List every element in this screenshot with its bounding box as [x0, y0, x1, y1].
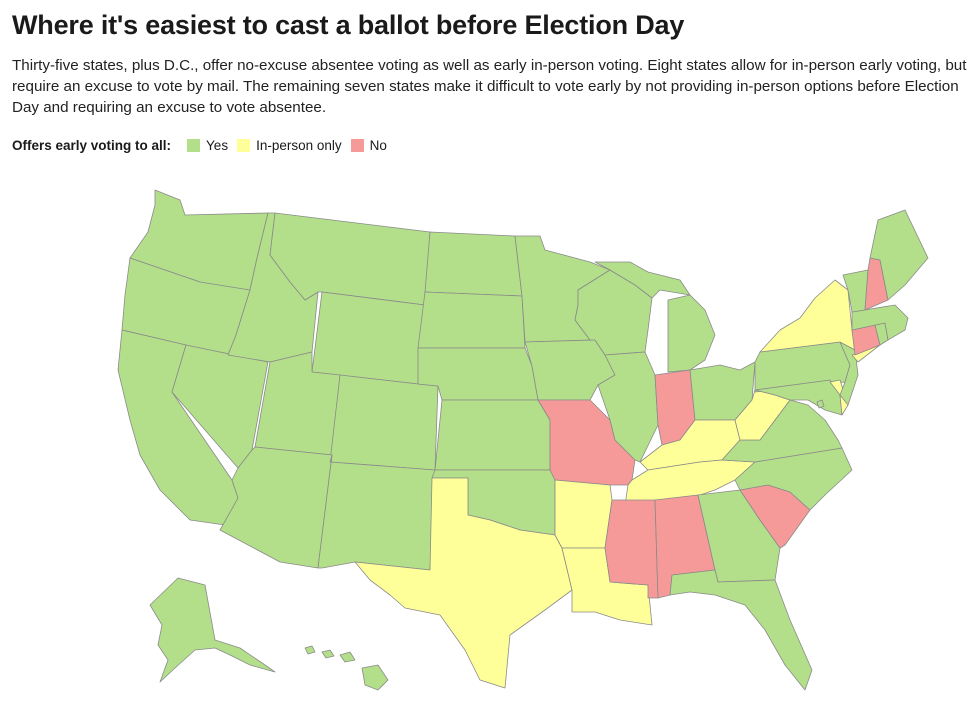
- legend-swatch-inperson: [237, 139, 251, 152]
- legend-text-yes: Yes: [206, 138, 229, 153]
- legend-swatch-yes: [187, 139, 201, 152]
- legend-item-inperson: In-person only: [237, 138, 342, 153]
- map-subtitle: Thirty-five states, plus D.C., offer no-…: [12, 57, 967, 116]
- state-VT: [842, 269, 869, 313]
- legend-item-no: No: [350, 138, 387, 153]
- state-AK: [149, 577, 276, 683]
- state-SD: [417, 291, 526, 349]
- map-title: Where it's easiest to cast a ballot befo…: [12, 10, 685, 40]
- legend-item-yes: Yes: [187, 138, 228, 153]
- state-MA: [851, 304, 909, 341]
- state-WY: [311, 291, 426, 385]
- state-NC: [734, 447, 853, 511]
- legend-text-inperson: In-person only: [256, 138, 342, 153]
- state-MI: [594, 261, 716, 373]
- state-AR: [554, 479, 613, 549]
- state-HI: [304, 645, 389, 691]
- us-states-map: [117, 189, 929, 691]
- state-TX: [354, 477, 573, 689]
- state-ND: [424, 231, 523, 297]
- state-KS: [434, 399, 551, 471]
- state-DC: [816, 399, 825, 409]
- legend-swatch-no: [350, 139, 364, 152]
- state-IL: [597, 351, 659, 463]
- legend: Offers early voting to all: Yes In-perso…: [12, 138, 396, 153]
- state-DE: [829, 379, 849, 416]
- state-CO: [329, 374, 439, 471]
- state-NM: [317, 454, 436, 571]
- legend-label: Offers early voting to all:: [12, 138, 172, 153]
- legend-text-no: No: [369, 138, 387, 153]
- state-FL: [669, 569, 813, 691]
- state-ME: [869, 209, 929, 301]
